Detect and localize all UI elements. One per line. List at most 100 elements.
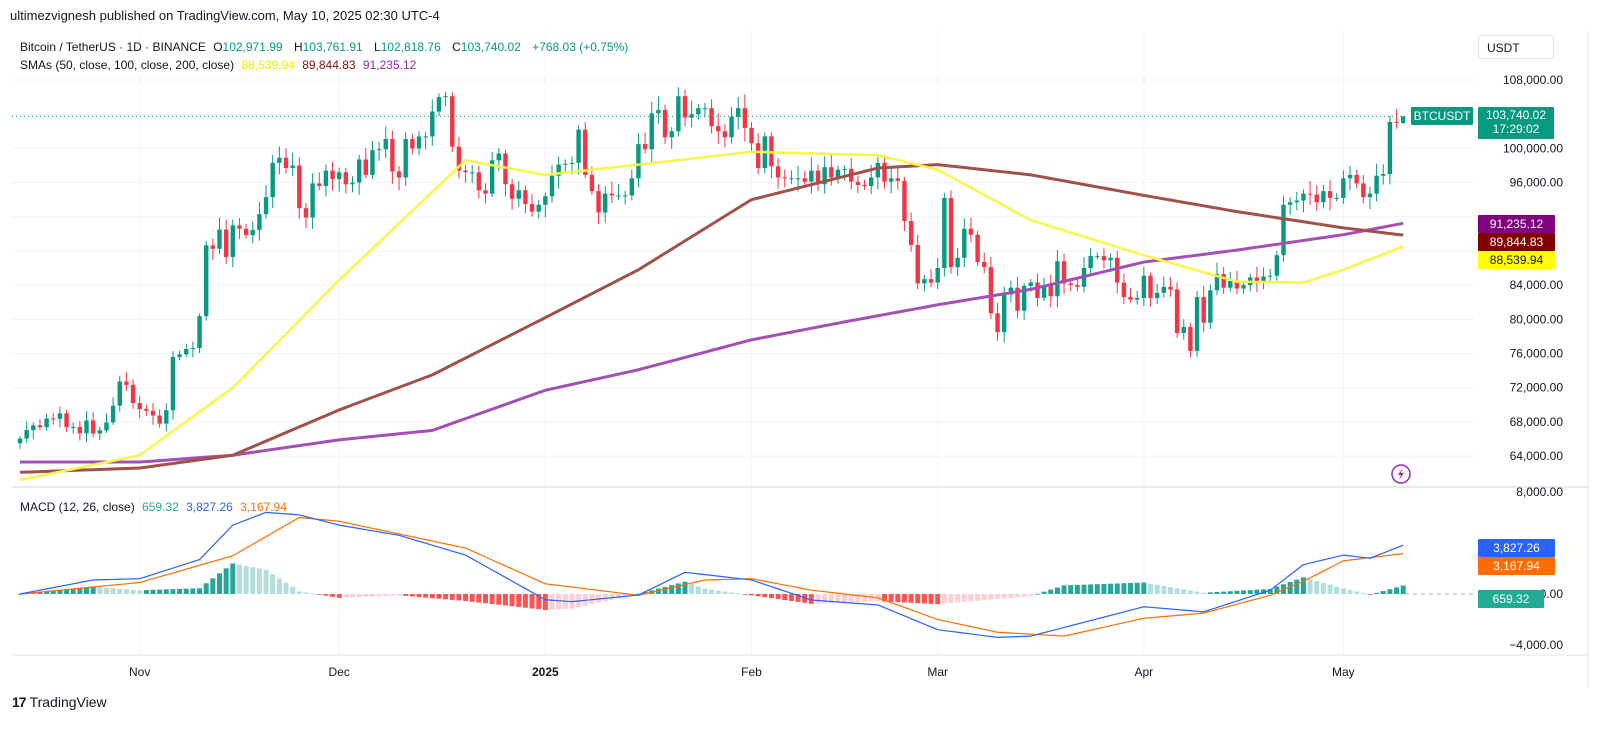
- candle-body: [197, 316, 202, 348]
- price-axis-label: 100,000.00: [1503, 141, 1563, 155]
- candle-body: [1121, 282, 1127, 298]
- candle-body: [1181, 327, 1186, 333]
- candle-body: [809, 170, 814, 182]
- candle-body: [802, 178, 807, 182]
- lightning-bolt-icon[interactable]: [1391, 464, 1411, 484]
- candle-body: [390, 138, 395, 172]
- bolt-glyph: [1398, 468, 1404, 480]
- sma-title[interactable]: SMAs (50, close, 100, close, 200, close): [20, 58, 235, 72]
- candle-body: [456, 146, 462, 171]
- high-label: H: [293, 40, 303, 54]
- macd-histogram-bar: [197, 588, 203, 594]
- candle: [317, 172, 322, 191]
- macd-histogram-bar: [1114, 583, 1120, 594]
- candle: [815, 164, 821, 192]
- candle: [170, 351, 176, 420]
- sma50-tag-text: 88,539.94: [1490, 253, 1544, 267]
- candle-body: [1281, 204, 1286, 256]
- macd-histogram-bar: [516, 594, 522, 607]
- candle-body: [110, 405, 116, 423]
- macd-histogram-bar: [1314, 581, 1320, 594]
- candle: [855, 175, 861, 194]
- candle: [337, 167, 342, 192]
- macd-histogram-bar: [536, 594, 542, 610]
- candle-body: [982, 262, 987, 268]
- candle: [1387, 115, 1393, 185]
- macd-histogram-bar: [250, 567, 256, 594]
- candle-body: [583, 129, 588, 175]
- macd-histogram-bar: [1394, 587, 1400, 594]
- macd-title[interactable]: MACD (12, 26, close): [20, 500, 135, 514]
- macd-histogram-bar: [1081, 584, 1087, 594]
- price-axis-label: 76,000.00: [1510, 347, 1564, 361]
- candle-body: [303, 208, 309, 218]
- candle-body: [576, 129, 581, 163]
- candle-body: [516, 190, 521, 199]
- candle: [835, 165, 841, 184]
- candle-body: [1101, 256, 1107, 261]
- price-axis-label: 68,000.00: [1510, 415, 1564, 429]
- candle: [184, 343, 189, 357]
- macd-histogram-bar: [363, 594, 369, 597]
- candle-body: [1095, 256, 1100, 258]
- macd-histogram-bar: [1194, 591, 1200, 594]
- macd-histogram-bar: [97, 587, 103, 594]
- candle: [649, 101, 654, 163]
- candle-body: [822, 167, 827, 185]
- candle-body: [988, 267, 994, 314]
- candle: [84, 411, 89, 443]
- macd-histogram-bar: [44, 591, 50, 594]
- candle-body: [164, 410, 169, 424]
- candle: [1354, 169, 1359, 189]
- macd-histogram-bar: [137, 590, 143, 594]
- candle: [942, 192, 947, 277]
- sma50-line: [19, 150, 1404, 482]
- candle: [297, 157, 302, 219]
- candle: [948, 190, 954, 274]
- candle-body: [1021, 285, 1027, 311]
- candle: [230, 219, 235, 268]
- macd-histogram-bar: [1207, 592, 1213, 594]
- candle-body: [869, 177, 874, 186]
- candle: [356, 154, 362, 195]
- candle: [144, 404, 149, 416]
- sma100-line: [19, 163, 1404, 474]
- candle-body: [1075, 285, 1080, 287]
- candle-body: [396, 171, 402, 178]
- macd-histogram-bar: [403, 594, 409, 596]
- macd-histogram-bar: [1300, 577, 1306, 594]
- candle-body: [736, 108, 741, 117]
- candle-body: [170, 356, 176, 411]
- macd-histogram-bar: [409, 594, 415, 597]
- candle: [1314, 185, 1319, 211]
- candle-body: [742, 108, 748, 128]
- candle-body: [902, 180, 907, 222]
- candle-body: [1048, 285, 1053, 297]
- candle: [257, 201, 262, 241]
- macd-histogram-bar: [682, 581, 688, 594]
- macd-axis-label: −4,000.00: [1509, 638, 1563, 652]
- candle: [164, 403, 169, 432]
- macd-histogram-bar: [1354, 591, 1360, 594]
- candle-body: [150, 410, 156, 416]
- macd-histogram-bar: [70, 588, 76, 594]
- macd-histogram-bar: [1261, 589, 1267, 594]
- currency-button[interactable]: USDT: [1478, 35, 1554, 59]
- candle: [270, 154, 275, 209]
- candle-body: [317, 183, 322, 186]
- macd-histogram-bar: [908, 594, 914, 603]
- candle-body: [702, 108, 708, 110]
- candle-body: [297, 165, 302, 209]
- candle-body: [51, 418, 56, 420]
- candle-body: [177, 354, 182, 357]
- macd-histogram-bar: [310, 593, 316, 595]
- candle-body: [915, 244, 920, 284]
- sma100-value: 89,844.83: [302, 58, 356, 72]
- symbol-name[interactable]: Bitcoin / TetherUS · 1D · BINANCE: [20, 40, 206, 54]
- candle-body: [895, 178, 900, 181]
- macd-histogram-bar: [1181, 589, 1187, 594]
- macd-histogram-bar: [350, 594, 355, 598]
- macd-histogram-bar: [303, 592, 309, 594]
- price-axis-label: 84,000.00: [1510, 278, 1564, 292]
